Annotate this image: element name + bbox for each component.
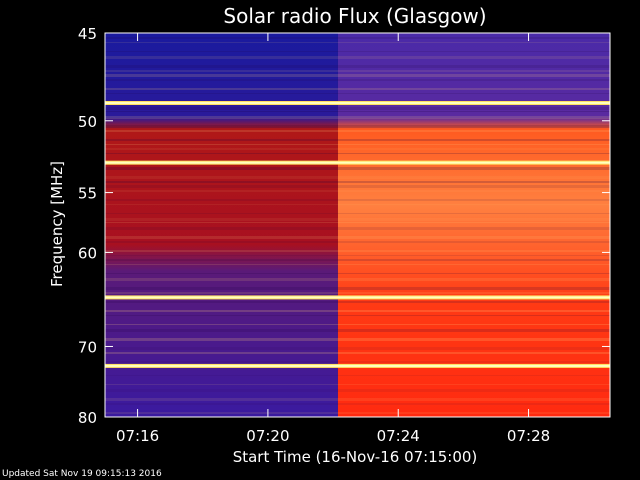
emission-line-core <box>105 364 610 367</box>
texture-streak <box>105 37 610 39</box>
texture-streak <box>105 74 610 77</box>
x-tick-label: 07:28 <box>507 427 550 445</box>
y-axis-label: Frequency [MHz] <box>48 161 66 287</box>
texture-streak <box>105 107 610 110</box>
y-axis: 45 50 55 60 70 80 <box>78 25 610 427</box>
texture-streak <box>105 88 610 90</box>
texture-streak <box>105 389 610 392</box>
texture-streak <box>105 148 610 150</box>
texture-streak <box>105 79 610 81</box>
texture-streak <box>105 153 610 154</box>
texture-streak <box>105 176 610 179</box>
texture-streak <box>105 255 610 256</box>
plot-frame <box>104 32 611 418</box>
region-before <box>105 33 338 417</box>
texture-streak <box>105 347 610 350</box>
texture-streak <box>105 324 610 325</box>
region-after <box>337 33 610 417</box>
y-tick-label: 45 <box>78 25 97 43</box>
texture-streak <box>105 185 610 188</box>
texture-streak <box>105 292 610 294</box>
texture-streak <box>105 412 610 414</box>
texture-streak <box>105 213 610 214</box>
texture-streak <box>105 352 610 354</box>
emission-line-core <box>105 161 610 164</box>
y-tick-label: 50 <box>78 113 97 131</box>
texture-streak <box>105 241 610 243</box>
texture-streak <box>105 56 610 59</box>
texture-streak <box>105 51 610 52</box>
texture-streak <box>105 403 610 405</box>
x-tick-label: 07:24 <box>377 427 420 445</box>
texture-streak <box>105 222 610 223</box>
texture-streak <box>105 273 610 274</box>
texture-streak <box>105 278 610 281</box>
texture-streak <box>105 144 610 145</box>
y-tick-label: 60 <box>78 244 97 262</box>
texture-streak <box>105 236 610 239</box>
texture-streak <box>105 287 610 290</box>
texture-streak <box>105 264 610 265</box>
x-tick-label: 07:16 <box>116 427 159 445</box>
update-timestamp: Updated Sat Nov 19 09:15:13 2016 <box>2 469 162 479</box>
texture-streak <box>105 125 610 128</box>
emission-line-core <box>105 296 610 299</box>
texture-streak <box>105 65 610 68</box>
y-tick-label: 80 <box>78 409 97 427</box>
x-tick-label: 07:20 <box>246 427 289 445</box>
texture-streak <box>105 199 610 201</box>
texture-streak <box>105 167 610 170</box>
x-axis-label: Start Time (16-Nov-16 07:15:00) <box>233 448 478 466</box>
texture-streak <box>105 329 610 332</box>
texture-streak <box>105 130 610 132</box>
texture-streak <box>105 250 610 252</box>
texture-streak <box>105 42 610 43</box>
texture-streak <box>105 310 610 312</box>
y-tick-label: 55 <box>78 185 97 203</box>
texture-streak <box>105 398 610 401</box>
texture-streak <box>105 116 610 119</box>
texture-streak <box>105 70 610 72</box>
plot-area <box>105 33 610 417</box>
texture-streak <box>105 190 610 192</box>
texture-streak <box>105 111 610 112</box>
texture-streak <box>105 181 610 183</box>
texture-streak <box>105 227 610 230</box>
chart-title: Solar radio Flux (Glasgow) <box>223 4 486 28</box>
texture-streak <box>105 384 610 385</box>
emission-line-core <box>105 102 610 105</box>
texture-streak <box>105 301 610 303</box>
texture-streak <box>105 338 610 341</box>
texture-streak <box>105 139 610 141</box>
texture-streak <box>105 218 610 221</box>
texture-streak <box>105 361 610 363</box>
texture-streak <box>105 204 610 205</box>
texture-streak <box>105 315 610 316</box>
texture-streak <box>105 375 610 376</box>
x-axis: 07:16 07:20 07:24 07:28 <box>116 33 550 445</box>
texture-streak <box>105 93 610 94</box>
y-tick-label: 70 <box>78 338 97 356</box>
texture-streak <box>105 259 610 261</box>
